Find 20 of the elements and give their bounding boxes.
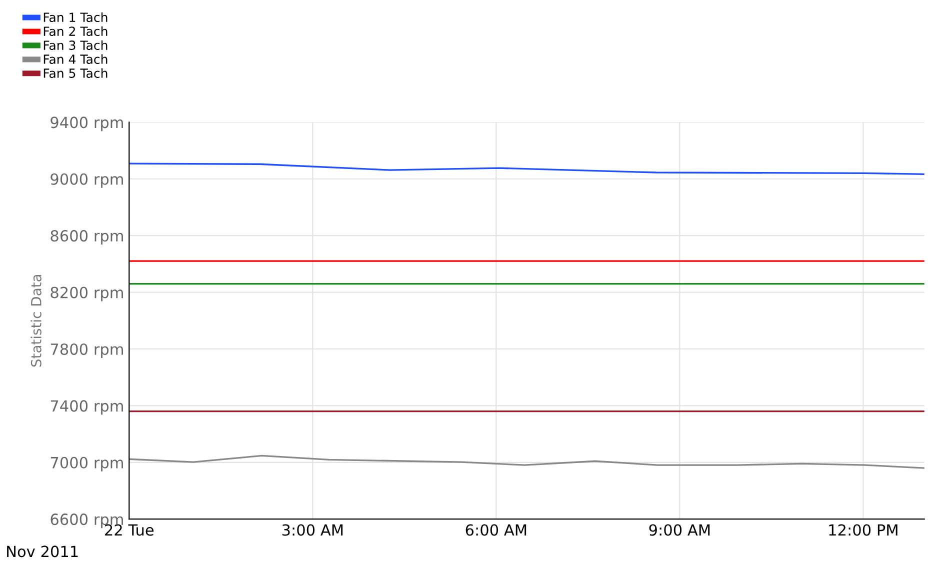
legend-label: Fan 5 Tach (44, 68, 108, 78)
y-tick-label: 8200 rpm (50, 286, 123, 302)
y-tick-label: 7800 rpm (50, 343, 123, 358)
y-axis-title: Statistic Data (30, 274, 42, 367)
y-tick-label: 9400 rpm (50, 116, 123, 132)
x-tick-label: 12:00 PM (829, 524, 898, 536)
line-series (129, 454, 924, 469)
legend-label: Fan 1 Tach (44, 12, 108, 22)
x-tick-label: 9:00 AM (649, 524, 710, 536)
legend-label: Fan 3 Tach (44, 40, 108, 50)
y-tick-label: 8600 rpm (50, 230, 123, 245)
legend-label: Fan 4 Tach (44, 54, 108, 64)
y-tick-label: 9000 rpm (50, 173, 123, 188)
x-tick-label: 6:00 AM (466, 524, 526, 536)
y-tick-label: 7400 rpm (50, 400, 123, 415)
legend-label: Fan 2 Tach (44, 26, 108, 36)
x-tick-label: 3:00 AM (282, 524, 343, 536)
line-series (129, 162, 924, 176)
text: Nov 2011 (7, 546, 78, 558)
y-tick-label: 7000 rpm (50, 456, 123, 472)
